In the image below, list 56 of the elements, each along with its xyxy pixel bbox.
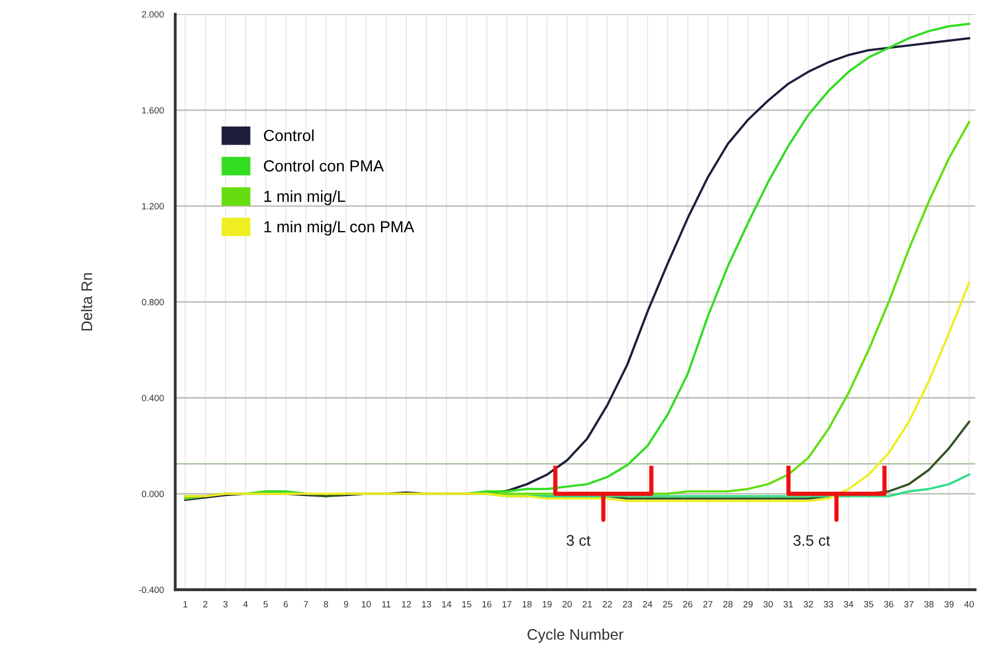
x-tick-label: 9	[344, 601, 348, 608]
x-tick-label: 14	[442, 601, 452, 608]
x-tick-label: 1	[183, 601, 188, 608]
x-tick-label: 8	[324, 601, 328, 608]
x-tick-label: 31	[784, 601, 793, 608]
x-tick-label: 15	[462, 601, 472, 608]
y-tick-label: -0.400	[138, 586, 164, 594]
y-tick-label: 0.800	[142, 298, 164, 306]
x-tick-label: 16	[482, 601, 492, 608]
legend-label: Control	[264, 129, 314, 142]
x-tick-label: 17	[502, 601, 512, 608]
x-tick-label: 37	[904, 601, 914, 608]
x-tick-label: 12	[402, 601, 411, 608]
x-tick-label: 36	[884, 601, 894, 608]
x-tick-label: 27	[703, 601, 712, 608]
x-tick-label: 10	[362, 601, 371, 608]
x-tick-label: 23	[622, 601, 632, 608]
x-tick-label: 26	[683, 601, 692, 608]
x-tick-label: 40	[964, 601, 974, 608]
legend-label: 1 min mig/L	[264, 190, 346, 206]
x-tick-label: 39	[944, 601, 954, 608]
x-tick-label: 19	[542, 601, 552, 608]
x-axis-title: Cycle Number	[528, 628, 624, 643]
annotation: 3 ct	[566, 535, 591, 546]
x-tick-label: 6	[284, 601, 288, 608]
x-tick-label: 11	[382, 601, 391, 608]
x-tick-label: 24	[642, 601, 652, 608]
annotation: 3.5 ct	[793, 535, 830, 546]
x-tick-label: 29	[743, 601, 753, 608]
x-tick-label: 3	[223, 601, 228, 608]
x-tick-label: 32	[804, 601, 813, 608]
legend-label: Control con PMA	[264, 160, 384, 172]
x-tick-label: 25	[663, 601, 672, 608]
y-tick-label: 0.400	[142, 394, 164, 402]
y-tick-label: 1.200	[142, 203, 164, 210]
y-tick-label: 2.000	[142, 11, 164, 18]
line-series	[184, 282, 970, 502]
x-tick-label: 7	[304, 601, 308, 608]
x-tick-label: 30	[763, 601, 773, 608]
x-tick-label: 33	[824, 601, 834, 608]
y-axis-title: Delta Rn	[80, 273, 92, 330]
x-tick-label: 20	[562, 601, 572, 608]
x-tick-label: 35	[864, 601, 874, 608]
x-tick-label: 22	[602, 601, 612, 608]
x-tick-label: 38	[924, 601, 934, 608]
x-tick-label: 5	[264, 601, 268, 608]
x-tick-label: 4	[243, 601, 248, 608]
x-tick-label: 2	[203, 601, 208, 608]
y-tick-label: 1.600	[142, 107, 164, 114]
legend-label: 1 min mig/L con PMA	[264, 220, 414, 236]
x-tick-label: 21	[582, 601, 592, 608]
x-tick-label: 28	[723, 601, 733, 608]
x-tick-label: 18	[522, 601, 532, 608]
x-tick-label: 13	[422, 601, 432, 608]
x-tick-label: 34	[844, 601, 854, 608]
y-tick-label: 0.000	[142, 490, 164, 498]
